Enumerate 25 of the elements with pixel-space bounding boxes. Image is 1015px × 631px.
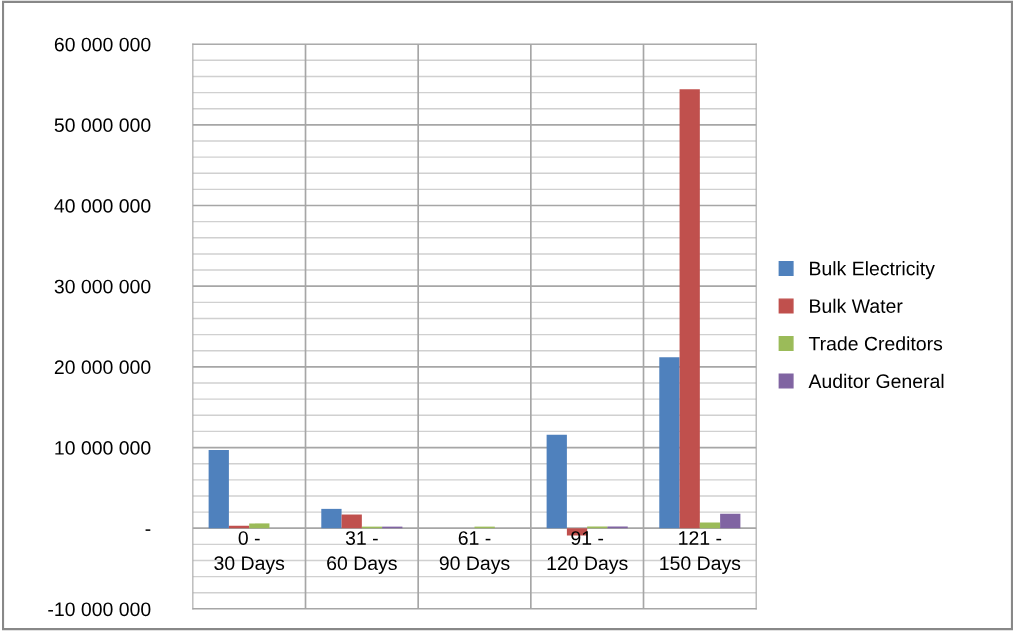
x-tick-label: 0 - 30 Days	[214, 531, 285, 574]
legend-label: Bulk Water	[810, 298, 903, 313]
y-tick-label: -	[145, 529, 151, 531]
y-tick-label: -10 000 000	[48, 602, 151, 617]
x-tick-label: 61 - 90 Days	[439, 531, 510, 574]
bar	[659, 357, 680, 529]
bar	[208, 449, 229, 529]
x-tick-label: 91 - 120 Days	[547, 531, 628, 574]
y-tick-label: 10 000 000	[55, 441, 151, 455]
bar	[321, 508, 342, 529]
x-tick-label: 121 - 150 Days	[660, 531, 741, 574]
bar	[679, 89, 700, 529]
legend-label: Auditor General	[808, 373, 944, 389]
bar	[546, 434, 567, 529]
legend-label: Bulk Electricity	[810, 261, 935, 280]
x-tick-label: 31 - 60 Days	[327, 531, 397, 574]
bar	[341, 514, 362, 529]
bar	[249, 523, 270, 529]
y-tick-label: 60 000 000	[54, 37, 151, 52]
bar	[720, 513, 741, 529]
y-tick-label: 50 000 000	[54, 118, 151, 133]
legend-label: Trade Creditors	[808, 336, 943, 351]
y-tick-label: 40 000 000	[54, 198, 151, 213]
y-tick-label: 20 000 000	[54, 360, 151, 375]
y-tick-label: 30 000 000	[54, 279, 151, 294]
